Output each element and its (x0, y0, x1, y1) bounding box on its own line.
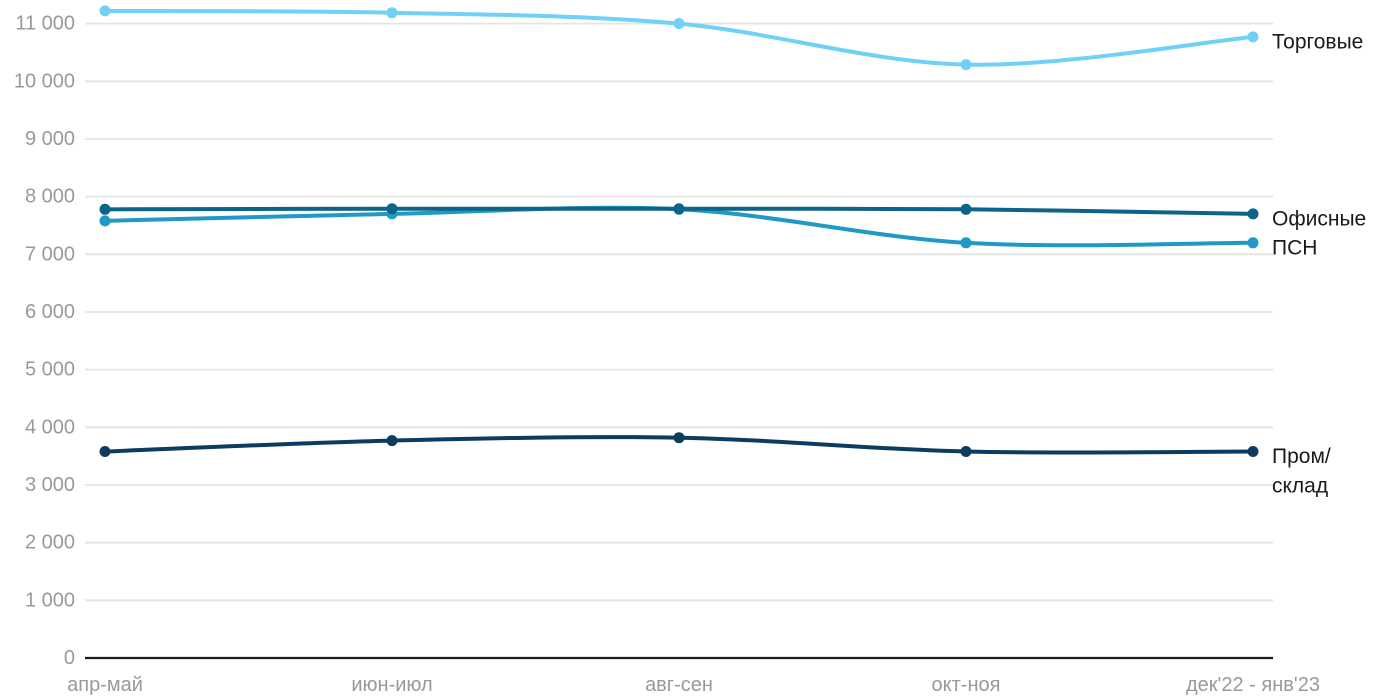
y-tick-label-10000: 10 000 (14, 70, 75, 92)
y-tick-label-1000: 1 000 (25, 589, 75, 611)
series-point-psn-4[interactable] (1247, 237, 1259, 249)
series-point-office-2[interactable] (673, 203, 685, 215)
series-industrial-warehouse: Пром/склад (99, 432, 1331, 498)
series-label-line-office-0: Офисные (1272, 207, 1366, 230)
series-point-psn-0[interactable] (99, 215, 111, 227)
series-point-trade-2[interactable] (673, 18, 685, 30)
series-trade: Торговые (99, 5, 1363, 71)
x-tick-label-1: июн-июл (351, 674, 432, 696)
series-label-trade: Торговые (1272, 30, 1363, 53)
series-label-office: Офисные (1272, 207, 1366, 230)
x-tick-label-0: апр-май (67, 674, 143, 696)
series-point-industrial-warehouse-0[interactable] (99, 446, 111, 457)
y-tick-label-4000: 4 000 (25, 416, 75, 438)
y-tick-label-11000: 11 000 (15, 13, 75, 35)
y-tick-label-6000: 6 000 (25, 301, 75, 323)
series-label-line-psn-0: ПСН (1272, 236, 1317, 259)
x-tick-label-2: авг-сен (645, 674, 713, 696)
y-tick-label-8000: 8 000 (25, 186, 75, 208)
y-tick-label-9000: 9 000 (25, 128, 75, 150)
x-tick-label-4: дек'22 - янв'23 (1186, 674, 1320, 696)
series-point-office-0[interactable] (99, 203, 111, 215)
series-point-industrial-warehouse-2[interactable] (673, 432, 685, 444)
series-point-trade-0[interactable] (99, 5, 111, 17)
series-point-office-3[interactable] (960, 203, 972, 215)
y-tick-label-0: 0 (64, 647, 75, 669)
series-office: Офисные (99, 203, 1366, 230)
series-point-industrial-warehouse-4[interactable] (1247, 446, 1259, 457)
x-tick-label-3: окт-ноя (932, 674, 1001, 696)
y-tick-label-5000: 5 000 (25, 359, 75, 381)
series-point-office-4[interactable] (1247, 208, 1259, 220)
series-point-trade-4[interactable] (1247, 31, 1259, 43)
series-point-industrial-warehouse-3[interactable] (960, 446, 972, 457)
y-tick-label-7000: 7 000 (25, 243, 75, 265)
series-label-line-trade-0: Торговые (1272, 30, 1363, 53)
series-label-line-industrial-warehouse-0: Пром/ (1272, 445, 1331, 468)
y-tick-label-2000: 2 000 (25, 532, 75, 554)
series-point-office-1[interactable] (386, 203, 398, 215)
series-label-psn: ПСН (1272, 236, 1317, 259)
series-label-line-industrial-warehouse-1: склад (1272, 475, 1328, 498)
series-point-psn-3[interactable] (960, 237, 972, 249)
series-point-industrial-warehouse-1[interactable] (386, 435, 398, 447)
y-tick-label-3000: 3 000 (25, 474, 75, 496)
series-point-trade-1[interactable] (386, 7, 398, 19)
series-label-industrial-warehouse: Пром/склад (1272, 445, 1331, 498)
series-point-trade-3[interactable] (960, 59, 972, 71)
